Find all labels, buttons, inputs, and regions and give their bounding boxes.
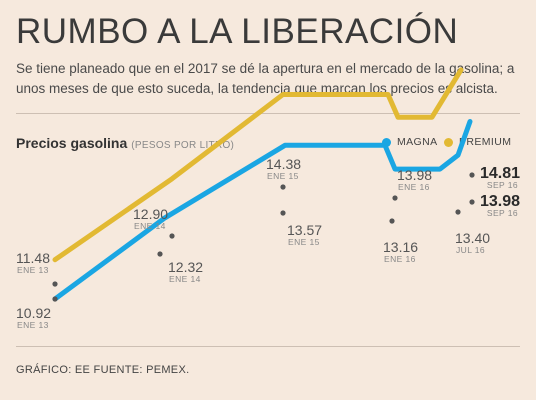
- point-marker-magna: [52, 296, 58, 302]
- legend-magna-label: MAGNA: [397, 136, 438, 148]
- value-label: 13.98: [397, 167, 432, 183]
- value-label: 12.90: [133, 206, 168, 222]
- bottom-divider: [16, 346, 520, 347]
- point-marker-magna: [280, 210, 286, 216]
- point-marker-premium: [469, 172, 475, 178]
- value-label: 13.16: [383, 239, 418, 255]
- date-label: ENE 13: [17, 265, 49, 275]
- date-label: ENE 16: [384, 254, 416, 264]
- chart-unit: (PESOS POR LITRO): [131, 140, 235, 151]
- series-line-magna: [52, 119, 473, 302]
- date-label: SEP 16: [487, 180, 518, 190]
- chart-title-text: Precios gasolina: [16, 135, 128, 151]
- point-marker-magna: [469, 199, 475, 205]
- date-label: SEP 16: [487, 208, 518, 218]
- value-label: 13.57: [287, 222, 322, 238]
- date-label: ENE 14: [169, 274, 201, 284]
- point-marker-magna: [157, 251, 163, 257]
- date-label: ENE 16: [398, 182, 430, 192]
- legend-magna: MAGNA: [382, 136, 438, 148]
- point-marker-magna: [389, 218, 395, 224]
- point-marker-premium: [52, 281, 58, 287]
- point-marker-premium: [392, 195, 398, 201]
- point-marker-magna: [455, 209, 461, 215]
- date-label: ENE 13: [17, 320, 49, 330]
- series-line-premium: [52, 67, 464, 263]
- chart-title: Precios gasolina (PESOS POR LITRO): [16, 135, 234, 151]
- legend-magna-swatch: [382, 137, 391, 147]
- value-label: 11.48: [16, 250, 50, 266]
- value-label: 10.92: [16, 305, 51, 321]
- date-label: JUL 16: [456, 245, 485, 255]
- value-label: 13.40: [455, 230, 490, 246]
- point-marker-premium: [169, 233, 175, 239]
- legend-premium-label: PREMIUM: [459, 136, 512, 148]
- date-label: ENE 15: [267, 171, 299, 181]
- value-label: 14.38: [266, 156, 301, 172]
- date-label: ENE 15: [288, 237, 320, 247]
- page-title: RUMBO A LA LIBERACIÓN: [16, 12, 459, 51]
- footer-credit: GRÁFICO: EE FUENTE: PEMEX.: [16, 364, 190, 376]
- value-label: 14.81: [480, 165, 520, 182]
- value-label: 13.98: [480, 193, 520, 210]
- date-label: ENE 14: [134, 221, 166, 231]
- value-label: 12.32: [168, 259, 203, 275]
- point-marker-premium: [280, 184, 286, 190]
- top-divider: [16, 113, 520, 114]
- legend-premium-swatch: [444, 137, 453, 147]
- legend-premium: PREMIUM: [444, 136, 511, 148]
